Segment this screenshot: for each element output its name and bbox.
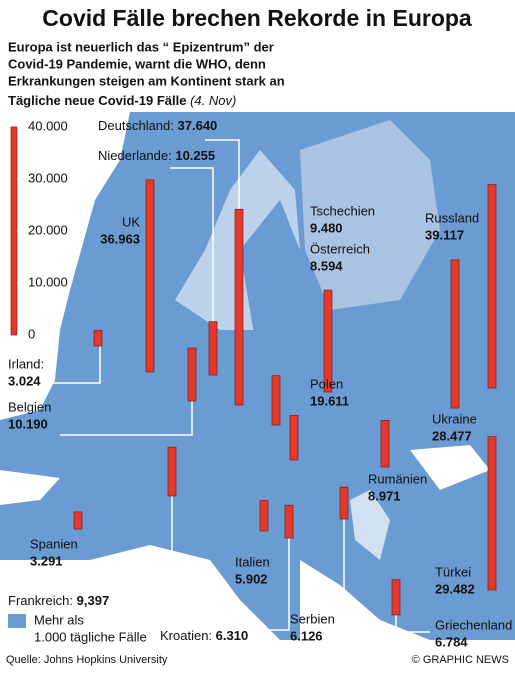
bar	[234, 208, 244, 406]
map	[0, 112, 515, 640]
subtitle: Europa ist neuerlich das “ Epizentrum” d…	[8, 39, 274, 54]
legend-label: 1.000 tägliche Fälle	[34, 629, 147, 644]
value-label: 19.611	[310, 393, 349, 408]
value-label: 10.255	[175, 148, 215, 163]
legend-label: Mehr als	[34, 612, 84, 627]
country-name: Ukraine	[432, 411, 477, 426]
scale-bar	[10, 126, 18, 336]
leader	[205, 139, 240, 209]
leader	[60, 401, 193, 436]
bar	[289, 414, 299, 461]
country-name: Griechenland	[435, 617, 512, 632]
value-label: 10.190	[8, 416, 48, 431]
legend-swatch	[8, 614, 26, 628]
title: Covid Fälle brechen Rekorde in Europa	[42, 5, 472, 31]
value-label: 3.024	[8, 373, 41, 388]
value-label: 28.477	[432, 428, 472, 443]
y-tick-label: 40.000	[28, 118, 68, 133]
bar	[450, 259, 460, 409]
leader	[170, 167, 214, 322]
bar	[323, 289, 333, 393]
country-name: Kroatien:	[160, 628, 212, 643]
country-name: UK	[122, 214, 140, 229]
value-label: 9.480	[310, 220, 343, 235]
value-label: 8.594	[310, 258, 343, 273]
country-name: Frankreich:	[8, 593, 73, 608]
chart-title: Tägliche neue Covid-19 Fälle	[8, 93, 186, 108]
y-tick-label: 0	[28, 326, 35, 341]
bar	[93, 329, 103, 347]
value-label: 9,397	[77, 593, 110, 608]
bar	[339, 486, 349, 520]
bar	[208, 321, 218, 376]
value-label: 8.971	[368, 488, 401, 503]
y-tick-label: 30.000	[28, 170, 68, 185]
value-label: 3.291	[30, 553, 63, 568]
country-name: Niederlande:	[98, 148, 172, 163]
country-name: Russland	[425, 210, 479, 225]
y-tick-label: 10.000	[28, 274, 68, 289]
country-label: Kroatien: 6.310	[160, 628, 248, 643]
country-name: Türkei	[435, 564, 471, 579]
leader	[45, 338, 101, 384]
bar	[487, 184, 497, 389]
country-name: Belgien	[8, 399, 51, 414]
bar	[487, 436, 497, 591]
country-name: Italien	[235, 554, 270, 569]
country-name: Irland:	[8, 356, 44, 371]
country-name: Polen	[310, 376, 343, 391]
value-label: 29.482	[435, 581, 475, 596]
country-name: Deutschland:	[98, 118, 174, 133]
bar	[380, 420, 390, 468]
bar	[259, 499, 269, 532]
leader	[150, 496, 173, 601]
bar	[391, 579, 401, 616]
value-label: 6.784	[435, 634, 468, 649]
credit: © GRAPHIC NEWS	[412, 654, 509, 666]
bar	[271, 375, 281, 426]
leader	[395, 615, 430, 633]
leader	[260, 538, 290, 631]
value-label: 6.310	[216, 628, 249, 643]
subtitle: Erkrankungen steigen am Kontinent stark …	[8, 73, 285, 88]
leader-lines	[45, 139, 430, 633]
chart-title: Tägliche neue Covid-19 Fälle (4. Nov)	[8, 93, 236, 108]
country-name: Rumänien	[368, 471, 427, 486]
value-label: 39.117	[425, 227, 464, 242]
value-label: 6.126	[290, 628, 323, 643]
country-name: Serbien	[290, 611, 335, 626]
country-label: Frankreich: 9,397	[8, 593, 109, 608]
y-tick-label: 20.000	[28, 222, 68, 237]
bar	[145, 179, 155, 373]
bar	[187, 347, 197, 402]
bar	[284, 504, 294, 539]
country-name: Spanien	[30, 536, 78, 551]
source: Quelle: Johns Hopkins University	[6, 654, 168, 666]
value-label: 5.902	[235, 571, 268, 586]
value-label: 37.640	[178, 118, 218, 133]
country-label: Deutschland: 37.640	[98, 118, 217, 133]
bar	[73, 511, 83, 530]
chart-subtitle: (4. Nov)	[190, 93, 236, 108]
country-name: Österreich	[310, 241, 370, 256]
country-label: Niederlande: 10.255	[98, 148, 215, 163]
bar	[167, 446, 177, 497]
subtitle: Covid-19 Pandemie, warnt die WHO, denn	[8, 56, 266, 71]
country-name: Tschechien	[310, 203, 375, 218]
value-label: 36.963	[100, 231, 140, 246]
